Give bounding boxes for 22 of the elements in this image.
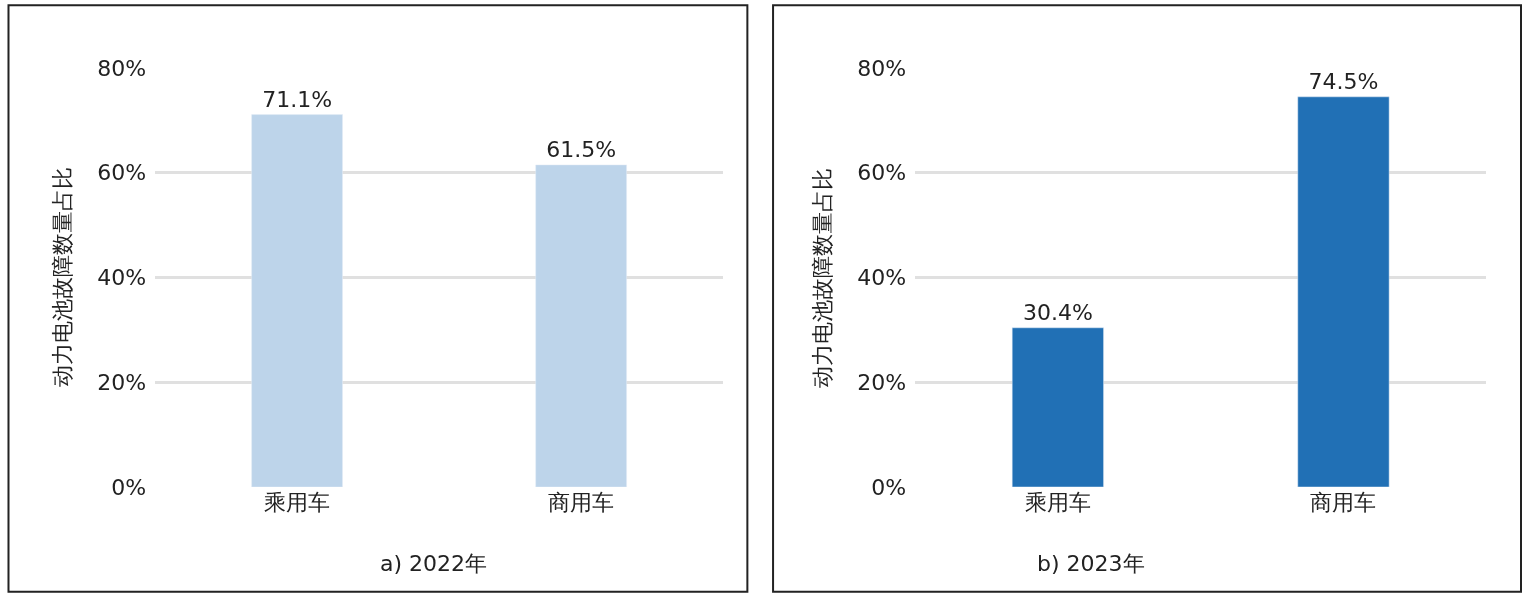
x-tick-label: 商用车 [548,490,615,515]
text: a) 2022年 [380,551,488,576]
x-tick-label: 商用车 [1310,490,1377,515]
y-tick-label: 20% [857,369,907,395]
data-label: 74.5% [1308,68,1379,94]
x-tick-label: 乘用车 [1024,490,1091,515]
text: b) 2023年 [1037,551,1145,576]
y-tick-label: 60% [97,160,147,186]
y-tick-label: 60% [857,160,907,186]
y-tick-label: 40% [857,265,907,291]
data-label: 30.4% [1022,299,1093,325]
data-label: 61.5% [546,136,617,162]
y-axis-title: 动力电池故障数量占比 [809,167,835,388]
y-tick-label: 20% [97,369,147,395]
y-tick-label: 80% [857,55,907,81]
y-tick-label: 0% [871,474,907,500]
x-tick-label: 乘用车 [264,490,331,515]
y-tick-label: 0% [111,474,147,500]
y-tick-label: 40% [97,265,147,291]
data-label: 71.1% [262,86,333,112]
y-tick-label: 80% [97,55,147,81]
y-axis-title: 动力电池故障数量占比 [49,167,75,388]
